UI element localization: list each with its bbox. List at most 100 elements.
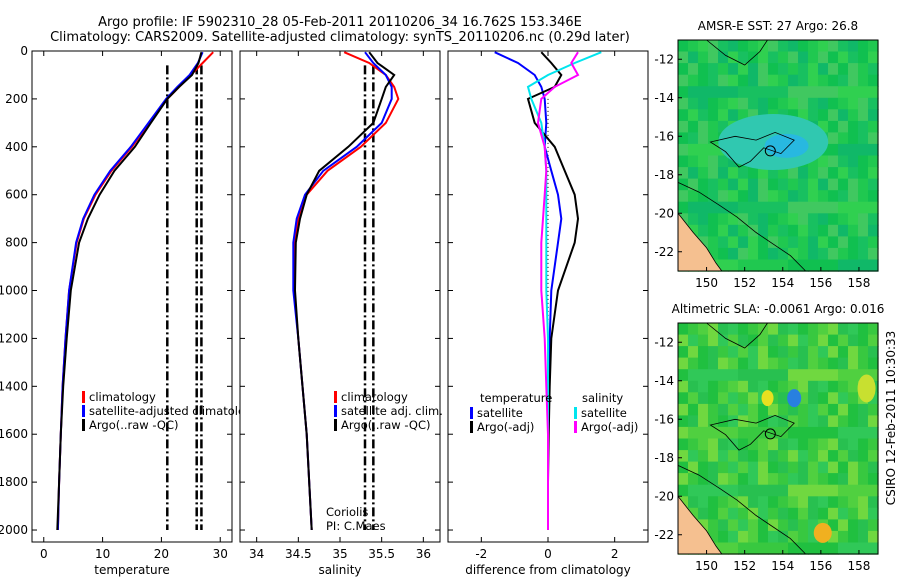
map-cell — [848, 530, 859, 544]
map-cell — [838, 247, 849, 261]
map-cell — [788, 190, 799, 203]
map-cell — [768, 484, 779, 497]
map-cell — [718, 357, 729, 370]
map-cell — [678, 155, 689, 168]
map-cell — [858, 120, 869, 134]
map-cell — [838, 415, 849, 428]
map-cell — [758, 507, 769, 520]
map-cell — [728, 167, 739, 180]
map-cell — [858, 178, 869, 191]
difference-panel: -2 0 2 difference from climatology temperatu… — [447, 50, 649, 577]
map-cell — [758, 236, 769, 249]
map-cell — [828, 109, 839, 122]
map-feature — [857, 374, 876, 403]
map-cell — [768, 74, 779, 87]
map-cell — [728, 519, 739, 532]
map-cell — [798, 213, 809, 226]
map-y-tick-label: -16 — [654, 129, 674, 143]
map-cell — [698, 236, 709, 249]
map-cell — [778, 334, 789, 347]
map-cell — [728, 450, 739, 463]
map-cell — [778, 438, 789, 451]
map-cell — [858, 426, 869, 440]
map-cell — [678, 51, 689, 64]
map-cell — [728, 334, 739, 347]
y-tick-label: 1000 — [0, 284, 28, 298]
map-cell — [728, 426, 739, 440]
map-cell — [788, 201, 799, 214]
map-cell — [808, 213, 819, 226]
map-cell — [798, 357, 809, 370]
map-cell — [748, 542, 759, 555]
map-cell — [848, 213, 859, 226]
map-cell — [868, 132, 879, 145]
map-cell — [678, 86, 689, 99]
legend-swatch — [82, 391, 85, 403]
map-cell — [748, 201, 759, 214]
map-cell — [868, 167, 879, 180]
map-cell — [698, 132, 709, 145]
map-cell — [768, 259, 779, 272]
map-cell — [838, 323, 849, 336]
map-cell — [738, 201, 749, 214]
map-cell — [848, 259, 859, 272]
map-cell — [708, 323, 719, 336]
map-cell — [708, 369, 719, 382]
map-cell — [748, 496, 759, 509]
map-cell — [868, 507, 879, 520]
map-cell — [768, 542, 779, 555]
map-cell — [758, 403, 769, 417]
map-cell — [698, 438, 709, 451]
map-cell — [708, 530, 719, 544]
map-cell — [748, 450, 759, 463]
map-cell — [858, 542, 869, 555]
map-cell — [838, 507, 849, 520]
series-line — [293, 51, 396, 531]
legend-label: climatology — [341, 390, 408, 404]
map-cell — [748, 530, 759, 544]
map-cell — [848, 63, 859, 76]
map-cell — [708, 236, 719, 249]
map-cell — [698, 323, 709, 336]
map-cell — [758, 473, 769, 486]
map-cell — [868, 323, 879, 336]
map-cell — [778, 86, 789, 99]
map-cell — [818, 542, 829, 555]
map-cell — [858, 236, 869, 249]
map-cell — [868, 236, 879, 249]
map-cell — [868, 519, 879, 532]
map-y-tick-label: -18 — [654, 451, 674, 465]
map-cell — [728, 438, 739, 451]
map-cell — [838, 496, 849, 509]
map-cell — [758, 542, 769, 555]
map-cell — [778, 51, 789, 64]
x-tick-label: 35.5 — [368, 547, 395, 561]
map-cell — [708, 63, 719, 76]
map-cell — [788, 259, 799, 272]
map-cell — [748, 259, 759, 272]
map-cell — [698, 120, 709, 134]
map-cell — [758, 357, 769, 370]
map-cell — [838, 438, 849, 451]
map-cell — [678, 334, 689, 347]
map-cell — [848, 155, 859, 168]
map-cell — [748, 167, 759, 180]
map-cell — [738, 346, 749, 359]
map-cell — [828, 426, 839, 440]
map-cell — [778, 178, 789, 191]
map-cell — [808, 190, 819, 203]
map-cell — [718, 178, 729, 191]
map-cell — [818, 415, 829, 428]
map-cell — [828, 167, 839, 180]
map-cell — [838, 190, 849, 203]
map-cell — [808, 496, 819, 509]
map-cell — [778, 450, 789, 463]
map-feature — [761, 390, 774, 407]
map-cell — [678, 450, 689, 463]
map-cell — [778, 213, 789, 226]
map-cell — [748, 380, 759, 393]
map-cell — [768, 86, 779, 99]
map-cell — [718, 369, 729, 382]
map-cell — [808, 236, 819, 249]
